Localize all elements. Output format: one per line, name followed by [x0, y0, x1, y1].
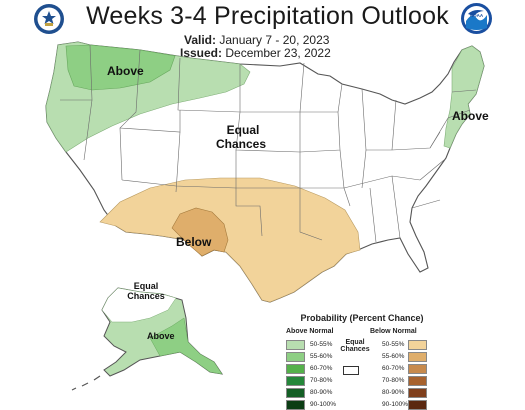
below-55-60-region — [171, 207, 229, 257]
map-label-equal-2: Chances — [216, 137, 266, 151]
valid-label: Valid: — [184, 33, 217, 47]
map-label-ak-above: Above — [147, 331, 175, 341]
legend-equal-label: Equal Chances — [338, 339, 372, 353]
map-label-above-ne: Above — [452, 109, 489, 123]
alaska-islands — [71, 375, 101, 391]
alaska-above-55-60-region — [149, 317, 223, 375]
legend-above-swatch-2 — [286, 364, 305, 374]
doc-seal-icon — [34, 4, 64, 34]
legend-below-swatch-5 — [408, 400, 427, 410]
issued-label: Issued: — [180, 46, 223, 60]
legend-below-swatch-3 — [408, 376, 427, 386]
issued-date: December 23, 2022 — [225, 46, 331, 60]
legend-above-label-2: 60-70% — [310, 365, 333, 372]
below-50-55-region — [99, 177, 361, 303]
legend-below-swatch-1 — [408, 352, 427, 362]
issued-row: Issued: December 23, 2022 — [180, 46, 331, 60]
map-label-equal-1: Equal — [227, 123, 260, 137]
legend-above-swatch-0 — [286, 340, 305, 350]
noaa-logo-icon: NOAA — [461, 3, 492, 34]
legend-above-swatch-4 — [286, 388, 305, 398]
legend-above-swatch-1 — [286, 352, 305, 362]
map-label-below: Below — [176, 235, 212, 249]
noaa-logo-text: NOAA — [470, 13, 484, 18]
legend-equal-line2: Chances — [340, 346, 370, 353]
legend-below-label-4: 80-90% — [382, 389, 405, 396]
legend-above-swatch-5 — [286, 400, 305, 410]
legend-below-label-0: 50-55% — [382, 341, 405, 348]
legend-below-label-2: 60-70% — [382, 365, 405, 372]
legend-above-label-4: 80-90% — [310, 389, 333, 396]
legend-above-label-1: 55-60% — [310, 353, 333, 360]
alaska-equal-region — [101, 287, 177, 323]
above-nw-55-60-region — [65, 44, 176, 91]
page-title: Weeks 3-4 Precipitation Outlook — [86, 2, 449, 30]
legend-above-label-0: 50-55% — [310, 341, 333, 348]
valid-dates: January 7 - 20, 2023 — [219, 33, 330, 47]
legend-above-header: Above Normal — [286, 328, 334, 335]
map-label-ak-equal-2: Chances — [127, 291, 165, 301]
legend-below-swatch-4 — [408, 388, 427, 398]
above-ne-50-55-region — [443, 45, 485, 149]
legend-below-swatch-0 — [408, 340, 427, 350]
legend-title: Probability (Percent Chance) — [300, 313, 424, 323]
map-label-ak-equal-1: Equal — [134, 281, 159, 291]
legend-below-header: Below Normal — [370, 328, 417, 335]
state-borders — [60, 44, 477, 243]
legend-equal-swatch — [343, 366, 359, 375]
legend-above-label-3: 70-80% — [310, 377, 333, 384]
legend-above-swatch-3 — [286, 376, 305, 386]
valid-row: Valid: January 7 - 20, 2023 — [184, 33, 329, 47]
legend-below-label-3: 70-80% — [382, 377, 405, 384]
legend-below-swatch-2 — [408, 364, 427, 374]
legend-below-label-1: 55-60% — [382, 353, 405, 360]
map-label-above-nw: Above — [107, 64, 144, 78]
legend-equal-line1: Equal — [345, 339, 365, 346]
legend: Probability (Percent Chance) Above Norma… — [284, 313, 524, 410]
